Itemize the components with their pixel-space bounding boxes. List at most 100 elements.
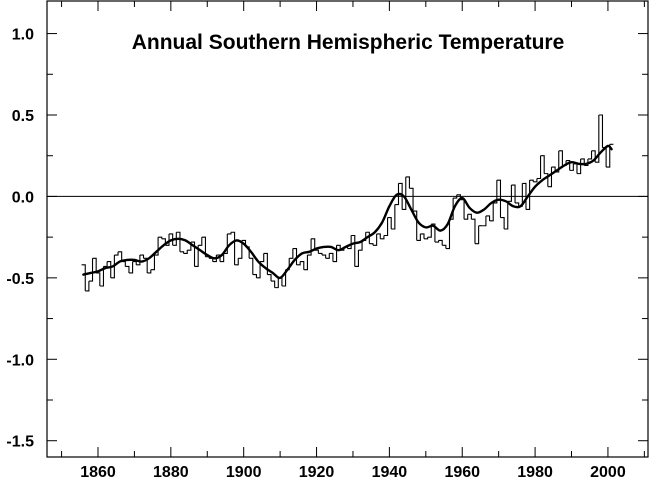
annual-value-step xyxy=(118,251,123,262)
annual-value-step xyxy=(307,238,312,256)
annual-value-step xyxy=(296,261,301,266)
annual-value-step xyxy=(500,217,505,229)
annual-value-step xyxy=(387,217,392,229)
annual-value-step xyxy=(595,115,600,163)
annual-value-step xyxy=(536,155,542,180)
annual-value-step xyxy=(172,232,177,246)
annual-value-step xyxy=(376,233,381,239)
annual-value-step xyxy=(230,231,236,265)
annual-value-step xyxy=(496,179,502,218)
annual-value-step xyxy=(325,253,330,259)
y-tick-label: 0.5 xyxy=(12,108,34,125)
annual-value-step xyxy=(125,265,130,273)
annual-value-step xyxy=(194,245,199,268)
annual-value-step xyxy=(533,178,538,183)
annual-value-step xyxy=(252,274,257,278)
annual-value-step xyxy=(474,225,480,245)
annual-value-step xyxy=(416,233,421,241)
x-tick-label: 1860 xyxy=(80,464,116,481)
annual-value-step xyxy=(358,240,363,251)
x-tick-label: 1940 xyxy=(372,464,408,481)
annual-value-step xyxy=(438,239,443,246)
annual-value-step xyxy=(281,269,287,287)
x-tick-label: 1980 xyxy=(517,464,553,481)
plot-frame xyxy=(46,0,649,458)
annual-value-step xyxy=(471,218,476,244)
annual-value-step xyxy=(427,224,432,238)
y-tick-label: -0.5 xyxy=(6,271,34,288)
annual-value-step xyxy=(260,253,265,263)
y-tick-label: -1.0 xyxy=(6,352,34,369)
annual-value-step xyxy=(569,163,574,171)
annual-value-step xyxy=(504,201,509,230)
x-tick-label: 1920 xyxy=(299,464,335,481)
annual-value-step xyxy=(351,234,356,267)
annual-value-step xyxy=(99,266,105,287)
annual-value-step xyxy=(354,250,359,268)
annual-value-step xyxy=(347,235,352,250)
annual-value-step xyxy=(598,114,604,148)
annual-value-step xyxy=(150,255,155,271)
annual-value-step xyxy=(329,252,334,262)
x-tick-label: 1960 xyxy=(444,464,480,481)
annual-value-step xyxy=(482,215,487,227)
annual-value-step xyxy=(507,185,512,202)
annual-value-step xyxy=(391,204,396,230)
annual-value-step xyxy=(322,254,327,259)
annual-value-step xyxy=(445,219,451,250)
annual-value-step xyxy=(88,258,94,282)
annual-value-step xyxy=(493,180,498,204)
chart-title: Annual Southern Hemispheric Temperature xyxy=(132,31,565,54)
annual-value-step xyxy=(394,183,400,206)
annual-value-step xyxy=(274,277,279,289)
annual-value-step xyxy=(413,210,418,241)
annual-value-step xyxy=(139,254,145,259)
annual-value-step xyxy=(201,236,206,257)
annual-value-step xyxy=(303,255,308,271)
annual-value-step xyxy=(489,202,494,222)
annual-value-step xyxy=(92,257,97,273)
annual-value-step xyxy=(566,160,571,171)
annual-value-step xyxy=(263,252,268,275)
annual-value-step xyxy=(183,250,188,254)
annual-value-step xyxy=(223,233,228,254)
annual-value-step xyxy=(147,269,152,274)
plot-area: 1.0 0.5 0.0 -0.5 -1.0 -1.5 1860 1880 1900 1920 194… xyxy=(6,1,648,481)
x-tick-label: 2000 xyxy=(590,464,626,481)
annual-value-step xyxy=(402,176,407,211)
annual-value-step xyxy=(271,280,276,288)
annual-value-step xyxy=(383,217,389,237)
annual-value-step xyxy=(467,213,472,220)
annual-value-step xyxy=(136,255,141,266)
annual-value-step xyxy=(249,257,254,275)
y-tick-label: 0.0 xyxy=(12,189,34,206)
x-tick-label: 1900 xyxy=(226,464,262,481)
annual-value-step xyxy=(198,237,203,246)
annual-value-step xyxy=(300,261,305,270)
annual-value-step xyxy=(256,261,261,279)
annual-value-step xyxy=(540,155,545,174)
annual-value-step xyxy=(128,261,134,274)
annual-value-step xyxy=(405,176,410,189)
annual-value-step xyxy=(267,274,272,282)
annual-value-step xyxy=(220,253,225,263)
annual-value-step xyxy=(154,237,159,256)
annual-value-step xyxy=(606,144,611,168)
annual-value-step xyxy=(464,214,469,220)
annual-value-step xyxy=(169,233,174,246)
annual-value-step xyxy=(544,173,549,187)
y-tick-label: -1.5 xyxy=(6,434,34,451)
annual-value-step xyxy=(81,264,86,291)
annual-value-step xyxy=(85,281,90,292)
annual-value-step xyxy=(515,202,520,207)
annual-value-step xyxy=(442,244,447,249)
annual-value-step xyxy=(431,223,436,243)
annual-value-step xyxy=(110,255,115,279)
annual-value-step xyxy=(176,231,181,252)
annual-value-step xyxy=(587,150,593,160)
annual-value-step xyxy=(114,251,119,256)
annual-value-step xyxy=(373,233,378,246)
annual-value-step xyxy=(289,248,294,259)
